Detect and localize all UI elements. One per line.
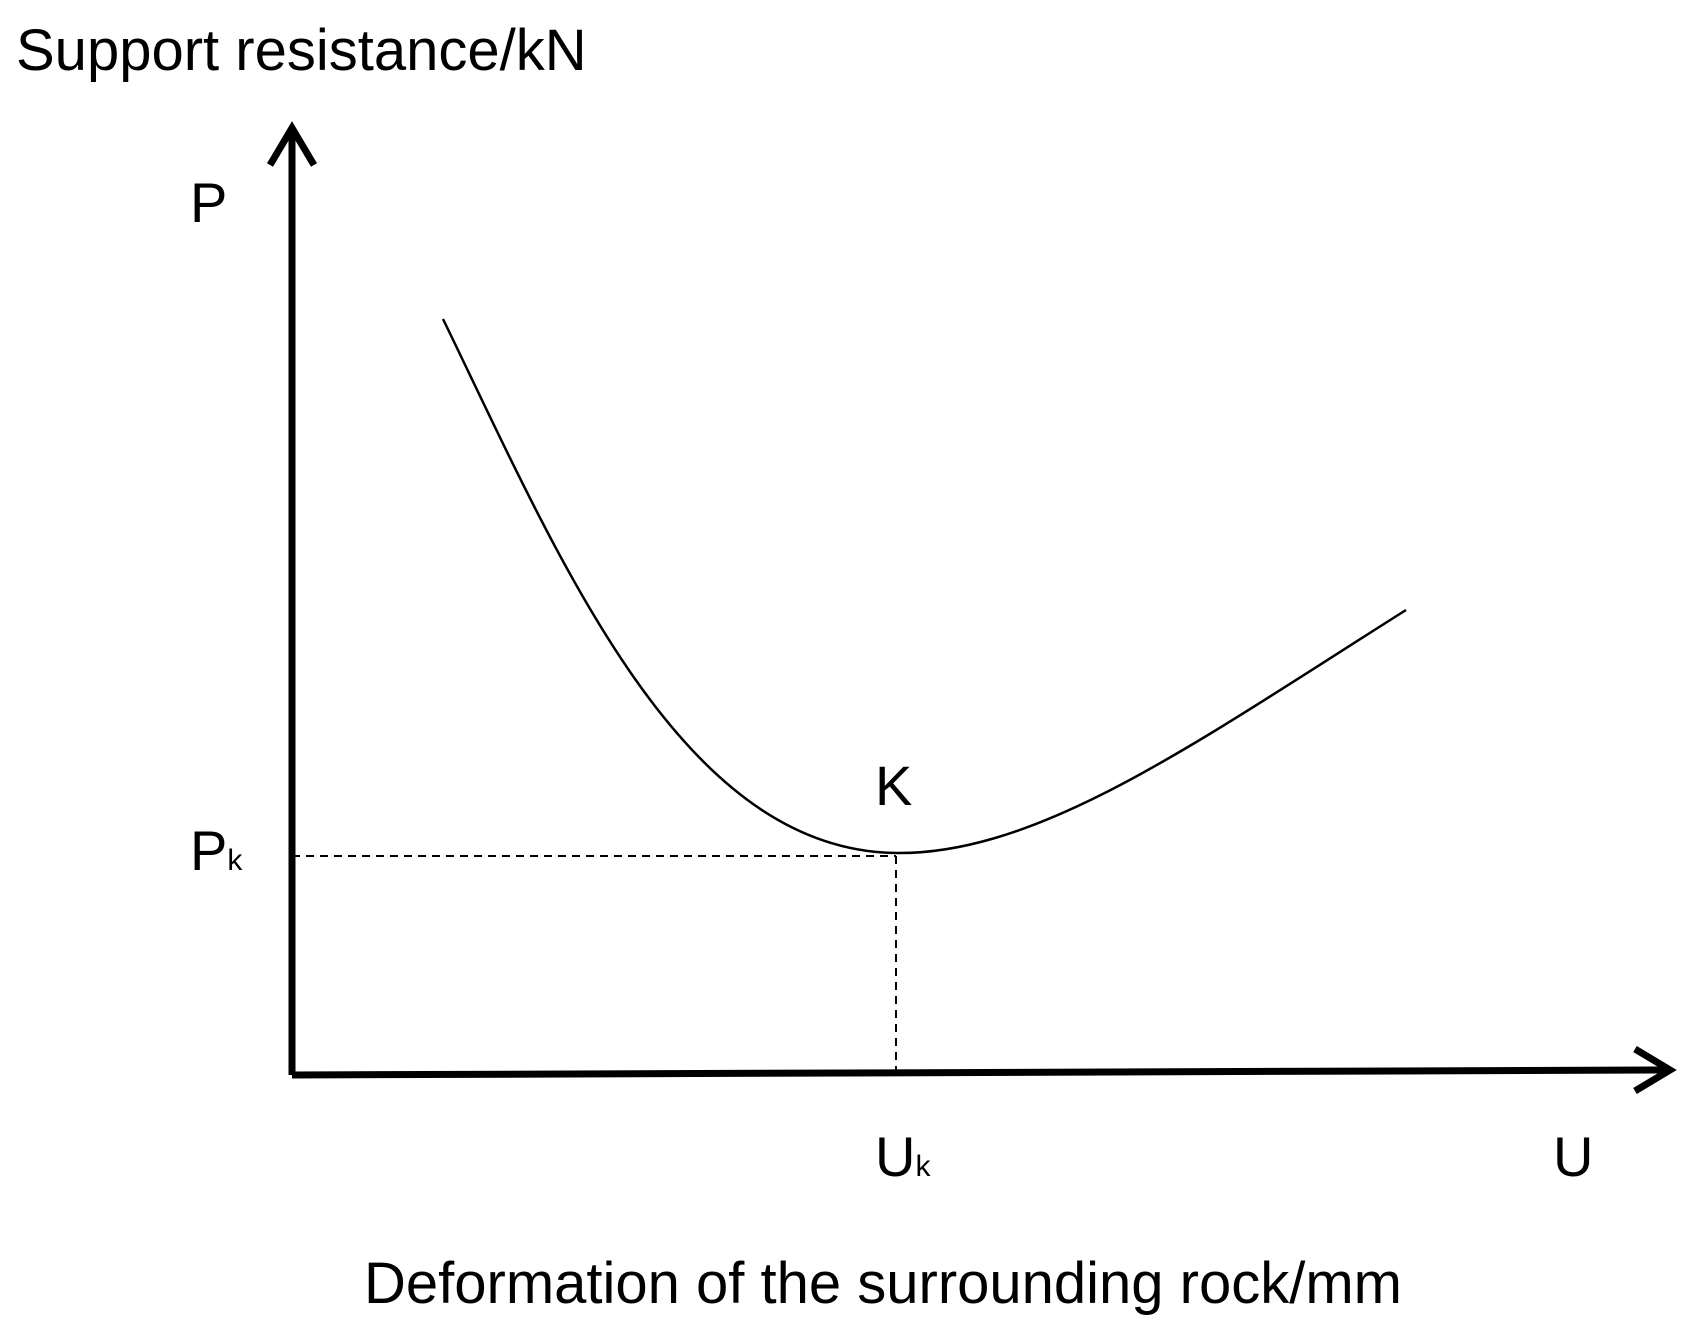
uk-main: U bbox=[875, 1125, 915, 1188]
uk-subscript: k bbox=[915, 1150, 931, 1183]
pk-subscript: k bbox=[227, 844, 243, 877]
x-axis bbox=[291, 1066, 1665, 1079]
point-label: K bbox=[875, 754, 912, 817]
y-axis-arrow bbox=[266, 121, 318, 167]
y-axis-label: P bbox=[190, 171, 227, 234]
pk-label: Pk bbox=[190, 819, 243, 882]
curve bbox=[441, 318, 1407, 855]
uk-label: Uk bbox=[875, 1125, 931, 1188]
x-axis-label: U bbox=[1553, 1125, 1593, 1188]
x-axis-title: Deformation of the surrounding rock/mm bbox=[364, 1251, 1402, 1316]
x-axis-arrow bbox=[1633, 1045, 1677, 1095]
pk-main: P bbox=[190, 819, 227, 882]
y-axis-title: Support resistance/kN bbox=[16, 18, 587, 83]
